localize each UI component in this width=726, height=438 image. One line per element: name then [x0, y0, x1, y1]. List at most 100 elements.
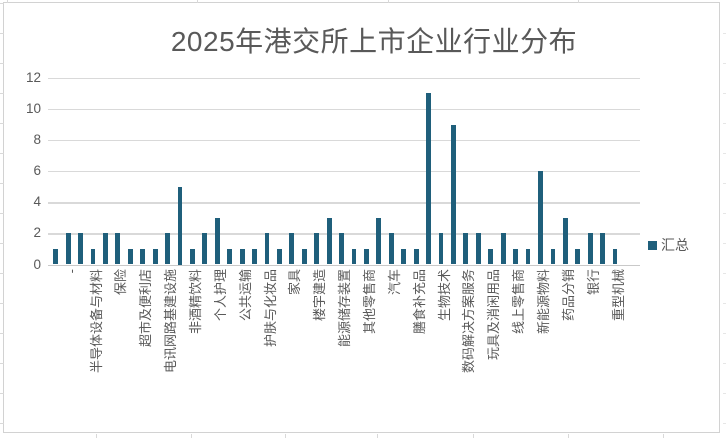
x-axis-category-label: 重型机械	[610, 269, 626, 322]
bar[interactable]	[339, 233, 344, 265]
cell-border-tick	[722, 213, 726, 215]
bar[interactable]	[600, 233, 606, 265]
cell-border-tick	[387, 0, 389, 3]
x-axis-category-label: 玩具及消闲用品	[486, 269, 502, 361]
bar[interactable]	[227, 248, 233, 265]
cell-border-tick	[0, 363, 4, 365]
y-axis-tick-label: 0	[33, 256, 41, 272]
bar[interactable]	[488, 248, 494, 265]
x-axis-category-label: 护肤与化妆品	[262, 269, 278, 348]
bar[interactable]	[451, 124, 456, 265]
cell-border-tick	[722, 333, 726, 335]
bar[interactable]	[401, 248, 407, 265]
x-axis-category-label: 电讯网路基建设施	[163, 269, 179, 374]
bar[interactable]	[413, 248, 419, 265]
cell-border-tick	[0, 3, 4, 5]
bar[interactable]	[314, 233, 320, 265]
cell-border-tick	[722, 423, 726, 425]
bar[interactable]	[78, 233, 83, 265]
x-axis-category-label: 个人护理	[212, 269, 228, 322]
legend-series-label: 汇总	[661, 237, 689, 253]
cell-border-tick	[0, 273, 4, 275]
x-axis-category-label: 超市及便利店	[138, 269, 154, 348]
cell-border-tick	[0, 213, 4, 215]
x-axis-category-label: 保险	[113, 269, 129, 296]
bar[interactable]	[376, 217, 382, 265]
cell-border-tick	[0, 123, 4, 125]
bar[interactable]	[525, 248, 531, 265]
bar[interactable]	[264, 233, 270, 265]
cell-border-tick	[722, 303, 726, 305]
bar[interactable]	[562, 217, 568, 265]
cell-border-tick	[662, 434, 664, 438]
bar[interactable]	[214, 217, 220, 265]
bar[interactable]	[277, 248, 282, 265]
x-axis-category-label: 公共运输	[237, 269, 253, 322]
bar[interactable]	[65, 233, 71, 265]
y-axis-tick-label: 12	[25, 69, 41, 85]
cell-border-tick	[0, 183, 4, 185]
bar[interactable]	[475, 233, 481, 265]
bar[interactable]	[513, 248, 518, 265]
cell-border-tick	[0, 243, 4, 245]
gridline	[48, 202, 640, 204]
cell-border-tick	[0, 303, 4, 305]
y-axis-tick-label: 10	[25, 101, 41, 116]
bar[interactable]	[289, 233, 295, 265]
cell-border-tick	[96, 434, 98, 438]
bar[interactable]	[239, 248, 245, 265]
bar[interactable]	[301, 248, 307, 265]
cell-border-tick	[722, 63, 726, 65]
cell-border-tick	[285, 434, 287, 438]
bar[interactable]	[364, 248, 369, 265]
bar[interactable]	[438, 233, 444, 265]
bar[interactable]	[190, 248, 195, 265]
bar[interactable]	[575, 248, 581, 265]
y-axis-tick-label: 2	[33, 225, 41, 241]
x-axis-category-label: 汽车	[386, 269, 402, 296]
bar[interactable]	[426, 93, 431, 265]
x-axis-category-label: 其他零售商	[362, 269, 378, 335]
bar[interactable]	[388, 233, 394, 265]
cell-border-tick	[722, 243, 726, 245]
x-axis-category-label: 楼宇建造	[312, 269, 328, 322]
gridline	[48, 140, 640, 142]
bar[interactable]	[463, 233, 469, 265]
bar[interactable]	[165, 233, 170, 265]
x-axis-category-label: 银行	[585, 269, 601, 296]
bar[interactable]	[115, 233, 121, 265]
bar[interactable]	[152, 248, 158, 265]
chart-area[interactable]	[3, 2, 720, 433]
bar[interactable]	[202, 233, 208, 265]
legend[interactable]: 汇总	[648, 237, 689, 253]
y-axis-tick-label: 4	[33, 194, 41, 210]
cell-border-tick	[0, 393, 4, 395]
bar[interactable]	[53, 248, 59, 265]
bar[interactable]	[103, 233, 108, 265]
bar[interactable]	[550, 248, 556, 265]
cell-border-tick	[473, 434, 475, 438]
bar[interactable]	[127, 248, 133, 265]
bar[interactable]	[140, 248, 146, 265]
bar[interactable]	[177, 186, 183, 265]
chart-title: 2025年港交所上市企业行业分布	[170, 26, 578, 57]
bar[interactable]	[90, 248, 96, 265]
cell-border-tick	[196, 0, 198, 3]
cell-border-tick	[722, 123, 726, 125]
bar[interactable]	[612, 248, 618, 265]
bar[interactable]	[326, 217, 332, 265]
bar[interactable]	[538, 171, 543, 265]
bar[interactable]	[500, 233, 506, 265]
gridline	[48, 77, 640, 80]
y-axis-tick-label: 8	[33, 132, 41, 148]
cell-border-tick	[722, 93, 726, 95]
bar[interactable]	[252, 248, 257, 265]
x-axis-line	[48, 264, 640, 266]
bar[interactable]	[351, 248, 357, 265]
gridline	[48, 109, 640, 111]
bar[interactable]	[587, 233, 593, 265]
cell-border-tick	[0, 93, 4, 95]
cell-border-tick	[377, 434, 379, 438]
x-axis-category-label: 半导体设备与材料	[88, 269, 104, 374]
